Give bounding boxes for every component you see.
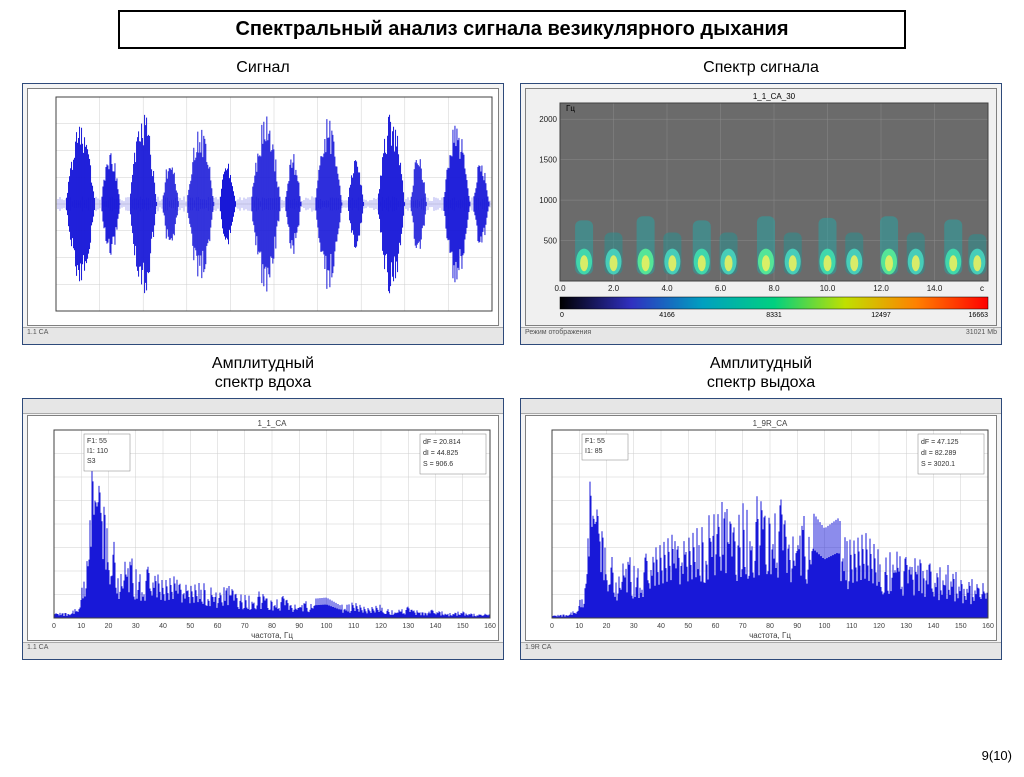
svg-text:dI = 44.825: dI = 44.825	[423, 450, 458, 457]
label-amp-inhale: Амплитудныйспектр вдоха	[212, 355, 314, 392]
statusbar-waveform: 1.1 CA	[23, 327, 503, 344]
svg-text:160: 160	[484, 623, 496, 630]
svg-text:16663: 16663	[969, 312, 989, 319]
svg-text:1500: 1500	[539, 156, 557, 165]
svg-text:1_1_CA_30: 1_1_CA_30	[753, 92, 796, 101]
svg-text:1_9R_CA: 1_9R_CA	[753, 419, 788, 428]
svg-text:90: 90	[295, 623, 303, 630]
svg-text:2000: 2000	[539, 116, 557, 125]
svg-text:F1: 55: F1: 55	[87, 438, 107, 445]
svg-text:4.0: 4.0	[661, 284, 673, 293]
svg-text:130: 130	[402, 623, 414, 630]
svg-text:20: 20	[603, 623, 611, 630]
svg-text:100: 100	[819, 623, 831, 630]
svg-text:Гц: Гц	[566, 104, 575, 113]
svg-text:S = 906.6: S = 906.6	[423, 461, 453, 468]
label-spectrum: Спектр сигнала	[703, 59, 819, 77]
svg-text:80: 80	[268, 623, 276, 630]
svg-text:I1: 110: I1: 110	[87, 448, 108, 455]
panel-spectrogram: 1_1_CA_30 Гц 0.0 2.0 4.0 6.0 8.0 10.0 12.0 14.0 50…	[520, 83, 1002, 345]
statusbar-exhale: 1.9R CA	[521, 642, 1001, 659]
svg-text:70: 70	[241, 623, 249, 630]
svg-text:500: 500	[544, 237, 558, 246]
svg-text:150: 150	[955, 623, 967, 630]
svg-text:120: 120	[873, 623, 885, 630]
svg-text:10.0: 10.0	[820, 284, 836, 293]
svg-text:12.0: 12.0	[873, 284, 889, 293]
svg-text:F1: 55: F1: 55	[585, 438, 605, 445]
svg-text:110: 110	[846, 623, 857, 630]
svg-text:10: 10	[575, 623, 583, 630]
svg-text:0: 0	[560, 312, 564, 319]
svg-text:с: с	[980, 284, 984, 293]
svg-text:8.0: 8.0	[768, 284, 780, 293]
svg-text:80: 80	[766, 623, 774, 630]
svg-text:14.0: 14.0	[927, 284, 943, 293]
svg-text:130: 130	[900, 623, 912, 630]
svg-text:140: 140	[430, 623, 442, 630]
statusbar-inhale: 1.1 CA	[23, 642, 503, 659]
svg-text:1000: 1000	[539, 196, 557, 205]
label-signal: Сигнал	[236, 59, 289, 77]
svg-text:12497: 12497	[871, 312, 891, 319]
svg-text:60: 60	[712, 623, 720, 630]
svg-text:60: 60	[214, 623, 222, 630]
svg-text:10: 10	[77, 623, 85, 630]
page-title: Спектральный анализ сигнала везикулярног…	[118, 10, 906, 49]
status-right: 31021 Mb	[966, 329, 997, 343]
svg-text:90: 90	[793, 623, 801, 630]
panel-waveform: 1.1 CA	[22, 83, 504, 345]
svg-text:50: 50	[684, 623, 692, 630]
svg-text:1_1_CA: 1_1_CA	[258, 419, 288, 428]
svg-text:40: 40	[657, 623, 665, 630]
svg-text:частота, Гц: частота, Гц	[749, 631, 791, 640]
headerbar-exhale	[521, 399, 1001, 414]
svg-text:dF = 47.125: dF = 47.125	[921, 439, 959, 446]
label-amp-exhale: Амплитудныйспектр выдоха	[707, 355, 815, 392]
svg-text:4166: 4166	[659, 312, 675, 319]
svg-text:120: 120	[375, 623, 387, 630]
svg-text:dI = 82.289: dI = 82.289	[921, 450, 956, 457]
page-number: 9(10)	[982, 748, 1012, 763]
status-left: Режим отображения	[525, 329, 591, 343]
svg-text:dF = 20.814: dF = 20.814	[423, 439, 461, 446]
svg-text:150: 150	[457, 623, 469, 630]
svg-text:50: 50	[186, 623, 194, 630]
svg-text:6.0: 6.0	[715, 284, 727, 293]
svg-text:70: 70	[739, 623, 747, 630]
headerbar-inhale	[23, 399, 503, 414]
svg-text:100: 100	[321, 623, 333, 630]
svg-text:S3: S3	[87, 458, 96, 465]
svg-text:0: 0	[52, 623, 56, 630]
svg-text:110: 110	[348, 623, 359, 630]
svg-text:40: 40	[159, 623, 167, 630]
svg-text:0: 0	[550, 623, 554, 630]
svg-text:частота, Гц: частота, Гц	[251, 631, 293, 640]
svg-text:8331: 8331	[766, 312, 782, 319]
svg-text:S = 3020.1: S = 3020.1	[921, 461, 955, 468]
svg-text:0.0: 0.0	[554, 284, 566, 293]
svg-text:20: 20	[105, 623, 113, 630]
svg-text:140: 140	[928, 623, 940, 630]
svg-text:30: 30	[132, 623, 140, 630]
svg-text:160: 160	[982, 623, 994, 630]
statusbar-spectrogram: Режим отображения 31021 Mb	[521, 327, 1001, 344]
svg-text:30: 30	[630, 623, 638, 630]
svg-text:2.0: 2.0	[608, 284, 620, 293]
panel-spectrum-inhale: 1_1_CA 0 10 20 30 40 50 60 70 80 90 100 110 120 130 140…	[22, 398, 504, 660]
panel-spectrum-exhale: 1_9R_CA 0 10 20 30 40 50 60 70 80 90 100 110 120 130 14…	[520, 398, 1002, 660]
svg-text:I1: 85: I1: 85	[585, 448, 603, 455]
